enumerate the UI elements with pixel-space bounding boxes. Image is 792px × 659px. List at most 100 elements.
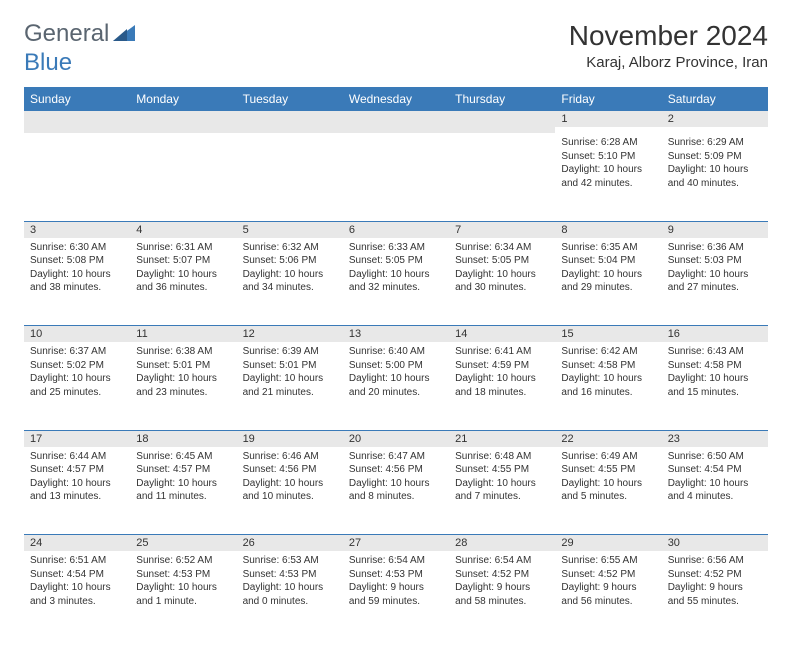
- day-content: Sunrise: 6:40 AMSunset: 5:00 PMDaylight:…: [343, 342, 449, 405]
- day-number: 11: [130, 326, 236, 342]
- day-number-cell: 17: [24, 430, 130, 447]
- day-number-cell: 22: [555, 430, 661, 447]
- day-content: Sunrise: 6:50 AMSunset: 4:54 PMDaylight:…: [662, 447, 768, 510]
- day-number-cell: 18: [130, 430, 236, 447]
- day-number-cell: 2: [662, 111, 768, 133]
- day-number: 10: [24, 326, 130, 342]
- weekday-header: Friday: [555, 87, 661, 111]
- day-content-cell: Sunrise: 6:38 AMSunset: 5:01 PMDaylight:…: [130, 342, 236, 430]
- day-content-cell: Sunrise: 6:30 AMSunset: 5:08 PMDaylight:…: [24, 238, 130, 326]
- day-content: Sunrise: 6:41 AMSunset: 4:59 PMDaylight:…: [449, 342, 555, 405]
- calendar-page: General November 2024 Karaj, Alborz Prov…: [0, 0, 792, 659]
- day-content-cell: Sunrise: 6:31 AMSunset: 5:07 PMDaylight:…: [130, 238, 236, 326]
- day-content: Sunrise: 6:37 AMSunset: 5:02 PMDaylight:…: [24, 342, 130, 405]
- day-number: 24: [24, 535, 130, 551]
- day-number-cell: 29: [555, 535, 661, 552]
- day-number-cell: 9: [662, 221, 768, 238]
- month-title: November 2024: [569, 20, 768, 52]
- day-content-cell: Sunrise: 6:44 AMSunset: 4:57 PMDaylight:…: [24, 447, 130, 535]
- day-number: 1: [555, 111, 661, 127]
- day-content: Sunrise: 6:51 AMSunset: 4:54 PMDaylight:…: [24, 551, 130, 614]
- day-content: Sunrise: 6:52 AMSunset: 4:53 PMDaylight:…: [130, 551, 236, 614]
- day-content-cell: Sunrise: 6:41 AMSunset: 4:59 PMDaylight:…: [449, 342, 555, 430]
- day-number-cell: 25: [130, 535, 236, 552]
- day-content-cell: [343, 133, 449, 221]
- day-number-cell: 7: [449, 221, 555, 238]
- day-number: 19: [237, 431, 343, 447]
- day-content: Sunrise: 6:36 AMSunset: 5:03 PMDaylight:…: [662, 238, 768, 301]
- day-number-cell: 24: [24, 535, 130, 552]
- day-number-cell: 30: [662, 535, 768, 552]
- calendar-table: SundayMondayTuesdayWednesdayThursdayFrid…: [24, 87, 768, 639]
- day-content-cell: Sunrise: 6:45 AMSunset: 4:57 PMDaylight:…: [130, 447, 236, 535]
- day-number-cell: 5: [237, 221, 343, 238]
- day-content-cell: [237, 133, 343, 221]
- day-number: 30: [662, 535, 768, 551]
- day-number: 26: [237, 535, 343, 551]
- day-content: Sunrise: 6:30 AMSunset: 5:08 PMDaylight:…: [24, 238, 130, 301]
- day-number: 27: [343, 535, 449, 551]
- day-content-cell: Sunrise: 6:43 AMSunset: 4:58 PMDaylight:…: [662, 342, 768, 430]
- empty-day: [343, 111, 449, 133]
- day-content: Sunrise: 6:29 AMSunset: 5:09 PMDaylight:…: [662, 133, 768, 196]
- day-content: Sunrise: 6:34 AMSunset: 5:05 PMDaylight:…: [449, 238, 555, 301]
- day-content-cell: Sunrise: 6:47 AMSunset: 4:56 PMDaylight:…: [343, 447, 449, 535]
- day-content: Sunrise: 6:28 AMSunset: 5:10 PMDaylight:…: [555, 133, 661, 196]
- day-content: Sunrise: 6:47 AMSunset: 4:56 PMDaylight:…: [343, 447, 449, 510]
- day-number: 4: [130, 222, 236, 238]
- calendar-content-row: Sunrise: 6:51 AMSunset: 4:54 PMDaylight:…: [24, 551, 768, 639]
- day-number-cell: [24, 111, 130, 133]
- logo-word-general: General: [24, 20, 109, 48]
- calendar-content-row: Sunrise: 6:30 AMSunset: 5:08 PMDaylight:…: [24, 238, 768, 326]
- day-content-cell: Sunrise: 6:36 AMSunset: 5:03 PMDaylight:…: [662, 238, 768, 326]
- day-content-cell: Sunrise: 6:35 AMSunset: 5:04 PMDaylight:…: [555, 238, 661, 326]
- day-number: 12: [237, 326, 343, 342]
- weekday-header: Thursday: [449, 87, 555, 111]
- day-content: Sunrise: 6:46 AMSunset: 4:56 PMDaylight:…: [237, 447, 343, 510]
- day-content: Sunrise: 6:49 AMSunset: 4:55 PMDaylight:…: [555, 447, 661, 510]
- day-content: Sunrise: 6:38 AMSunset: 5:01 PMDaylight:…: [130, 342, 236, 405]
- day-content-cell: Sunrise: 6:56 AMSunset: 4:52 PMDaylight:…: [662, 551, 768, 639]
- day-content: Sunrise: 6:45 AMSunset: 4:57 PMDaylight:…: [130, 447, 236, 510]
- weekday-header: Tuesday: [237, 87, 343, 111]
- day-content: Sunrise: 6:54 AMSunset: 4:53 PMDaylight:…: [343, 551, 449, 614]
- calendar-daynum-row: 24252627282930: [24, 535, 768, 552]
- day-number-cell: 26: [237, 535, 343, 552]
- day-number-cell: 4: [130, 221, 236, 238]
- day-content-cell: Sunrise: 6:48 AMSunset: 4:55 PMDaylight:…: [449, 447, 555, 535]
- logo-triangle-icon: [113, 20, 135, 48]
- day-number-cell: 20: [343, 430, 449, 447]
- day-content-cell: Sunrise: 6:28 AMSunset: 5:10 PMDaylight:…: [555, 133, 661, 221]
- calendar-daynum-row: 3456789: [24, 221, 768, 238]
- day-number: 20: [343, 431, 449, 447]
- day-content: Sunrise: 6:33 AMSunset: 5:05 PMDaylight:…: [343, 238, 449, 301]
- weekday-header-row: SundayMondayTuesdayWednesdayThursdayFrid…: [24, 87, 768, 111]
- day-content-cell: Sunrise: 6:29 AMSunset: 5:09 PMDaylight:…: [662, 133, 768, 221]
- day-content-cell: Sunrise: 6:39 AMSunset: 5:01 PMDaylight:…: [237, 342, 343, 430]
- day-number-cell: [449, 111, 555, 133]
- day-number-cell: 1: [555, 111, 661, 133]
- day-number: 8: [555, 222, 661, 238]
- day-number: 7: [449, 222, 555, 238]
- day-number-cell: 14: [449, 326, 555, 343]
- day-number-cell: 12: [237, 326, 343, 343]
- day-number: 25: [130, 535, 236, 551]
- day-number-cell: 11: [130, 326, 236, 343]
- empty-day: [24, 111, 130, 133]
- calendar-content-row: Sunrise: 6:44 AMSunset: 4:57 PMDaylight:…: [24, 447, 768, 535]
- day-content-cell: Sunrise: 6:51 AMSunset: 4:54 PMDaylight:…: [24, 551, 130, 639]
- day-number: 14: [449, 326, 555, 342]
- day-number-cell: 23: [662, 430, 768, 447]
- calendar-daynum-row: 12: [24, 111, 768, 133]
- day-number-cell: 16: [662, 326, 768, 343]
- logo: General: [24, 20, 137, 48]
- day-number: 13: [343, 326, 449, 342]
- day-number: 2: [662, 111, 768, 127]
- empty-day: [130, 111, 236, 133]
- day-number-cell: 15: [555, 326, 661, 343]
- day-number: 3: [24, 222, 130, 238]
- day-content-cell: Sunrise: 6:40 AMSunset: 5:00 PMDaylight:…: [343, 342, 449, 430]
- day-content: Sunrise: 6:48 AMSunset: 4:55 PMDaylight:…: [449, 447, 555, 510]
- day-number: 6: [343, 222, 449, 238]
- day-content: Sunrise: 6:31 AMSunset: 5:07 PMDaylight:…: [130, 238, 236, 301]
